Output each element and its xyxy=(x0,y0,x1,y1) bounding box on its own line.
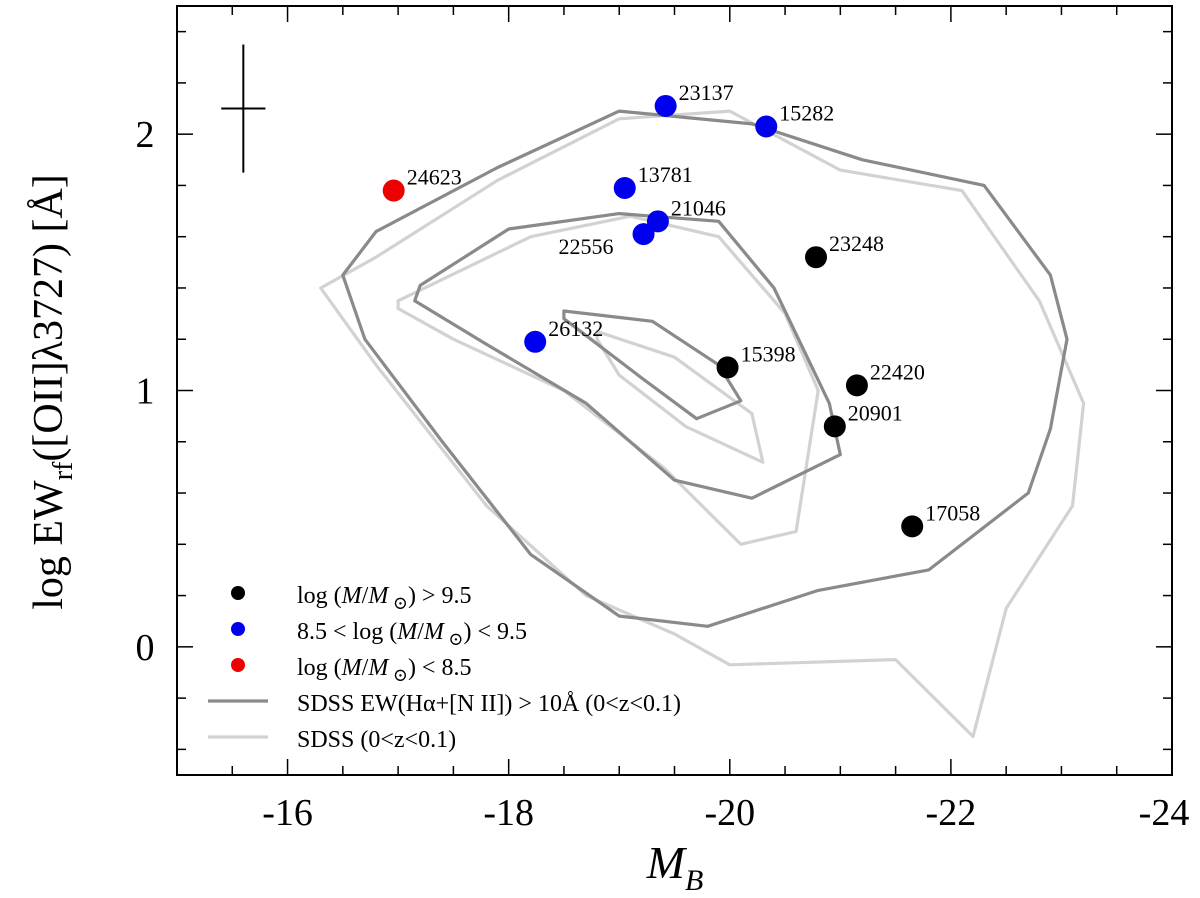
legend-marker xyxy=(231,622,245,636)
y-axis-label: log EWrf([OII]λ3727) [Å] xyxy=(26,174,79,610)
contour-sdss-0-z-0-1-level-2 xyxy=(396,214,820,546)
y-tick-label: 0 xyxy=(136,627,155,669)
point-label-22556: 22556 xyxy=(559,234,614,259)
point-label-15282: 15282 xyxy=(779,100,834,125)
data-point-23248 xyxy=(805,246,828,269)
contour-sdss-ew-h-n--level-3 xyxy=(562,309,743,421)
point-label-17058: 17058 xyxy=(925,500,980,525)
point-label-21046: 21046 xyxy=(671,195,726,220)
point-label-23248: 23248 xyxy=(829,231,884,256)
legend-entry-4: SDSS EW(Hα+[N II]) > 10Å (0<z<0.1) xyxy=(297,691,681,717)
contour-sdss-0-z-0-1-level-1 xyxy=(319,109,1086,739)
point-label-24623: 24623 xyxy=(407,165,462,190)
data-point-13781 xyxy=(613,176,636,199)
data-point-24623 xyxy=(382,179,405,202)
point-label-15398: 15398 xyxy=(741,341,796,366)
data-point-23137 xyxy=(654,94,677,117)
axes-layer: -16 -18 -20 -22 -24 0 1 2 MB log EWrf([OII]λ3727)… xyxy=(26,5,1190,897)
error-bar xyxy=(221,44,266,173)
x-tick-label: -22 xyxy=(926,792,977,834)
x-tick-label: -16 xyxy=(262,792,313,834)
x-tick-label: -24 xyxy=(1139,792,1190,834)
legend-marker xyxy=(231,586,245,600)
data-point-22556 xyxy=(632,223,655,246)
contour-sdss-ew-h-n--level-2 xyxy=(413,212,842,500)
data-point-26132 xyxy=(524,330,547,353)
x-tick-label: -18 xyxy=(483,792,534,834)
legend-marker xyxy=(231,658,245,672)
y-tick-label: 1 xyxy=(136,371,155,413)
x-axis-label: MB xyxy=(646,837,704,897)
point-label-20901: 20901 xyxy=(848,400,903,425)
legend-entry-3: log (M/M ⊙) < 8.5 xyxy=(297,655,471,685)
x-tick-label: -20 xyxy=(704,792,755,834)
legend-entry-5: SDSS (0<z<0.1) xyxy=(297,727,456,753)
data-point-22420 xyxy=(845,374,868,397)
data-point-15398 xyxy=(716,356,739,379)
contour-layer xyxy=(319,109,1086,739)
point-label-22420: 22420 xyxy=(870,359,925,384)
point-label-13781: 13781 xyxy=(638,162,693,187)
data-point-20901 xyxy=(823,415,846,438)
points-layer: 23248 15398 22420 20901 17058 23137 15282 13781… xyxy=(382,80,980,538)
data-point-15282 xyxy=(755,115,778,138)
legend-entry-2: 8.5 < log (M/M ⊙) < 9.5 xyxy=(297,619,527,649)
legend-entry-1: log (M/M ⊙) > 9.5 xyxy=(297,583,471,613)
data-point-21046 xyxy=(646,210,669,233)
legend: log (M/M ⊙) > 9.5 8.5 < log (M/M ⊙) < 9.5… xyxy=(208,583,681,753)
point-label-26132: 26132 xyxy=(548,316,603,341)
contour-sdss-ew-h-n--level-1 xyxy=(341,109,1069,628)
point-label-23137: 23137 xyxy=(679,80,734,105)
y-tick-label: 2 xyxy=(136,114,155,156)
data-point-17058 xyxy=(901,515,924,538)
